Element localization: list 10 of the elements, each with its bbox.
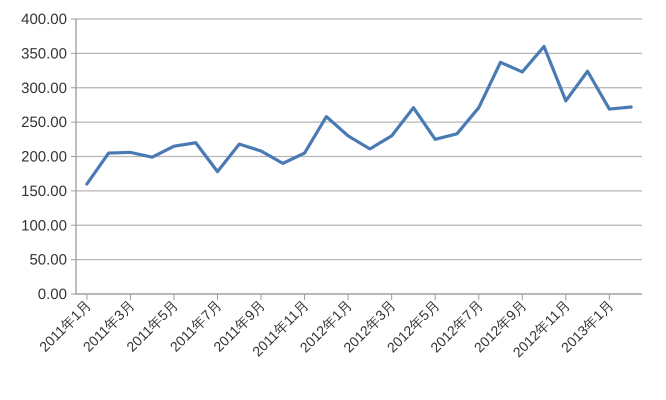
y-tick-label: 300.00 <box>21 80 67 97</box>
y-tick-label: 100.00 <box>21 217 67 234</box>
y-tick-label: 150.00 <box>21 182 67 200</box>
y-tick-label: 250.00 <box>21 114 67 132</box>
line-series <box>85 44 633 186</box>
y-tick-label: 350.00 <box>21 45 67 62</box>
y-tick-label: 0.00 <box>38 286 67 303</box>
y-tick-label: 200.00 <box>21 148 67 166</box>
y-tick-label: 400.00 <box>21 11 67 28</box>
y-tick-label: 50.00 <box>29 252 67 269</box>
